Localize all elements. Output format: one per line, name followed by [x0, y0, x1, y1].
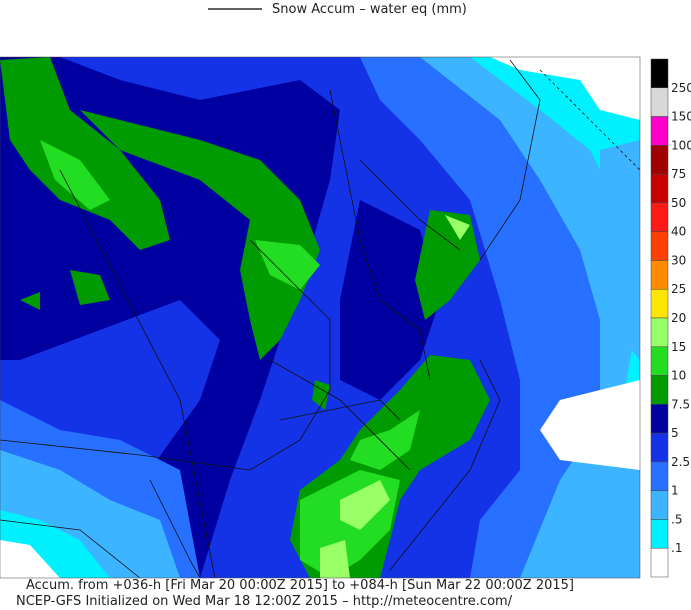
color-swatch — [650, 288, 669, 319]
color-label: 40 — [671, 225, 686, 239]
color-label: 10 — [671, 369, 686, 383]
color-swatch — [650, 87, 669, 117]
color-label: 50 — [671, 196, 686, 210]
color-swatch — [650, 116, 669, 146]
color-scale: 250 150 100 75 50 40 30 25 20 15 10 7.5 5 2.5 1 .5 .1 — [650, 58, 691, 578]
color-label: .1 — [671, 541, 682, 555]
color-label: 15 — [671, 340, 686, 354]
color-label: 7.5 — [671, 397, 690, 411]
color-label: 1 — [671, 484, 679, 498]
color-swatch — [650, 432, 669, 463]
color-label: 100 — [671, 138, 691, 152]
color-swatch — [650, 58, 669, 89]
color-swatch — [650, 317, 669, 348]
color-label: 75 — [671, 167, 686, 181]
color-swatch — [650, 145, 669, 175]
color-label: 150 — [671, 110, 691, 124]
color-swatch — [650, 547, 669, 578]
color-swatch — [650, 404, 669, 434]
color-label: .5 — [671, 512, 682, 526]
color-swatch — [650, 519, 669, 549]
color-swatch — [650, 490, 669, 520]
color-label: 30 — [671, 253, 686, 267]
footer-line: NCEP-GFS Initialized on Wed Mar 18 12:00… — [16, 594, 513, 609]
color-swatch — [650, 461, 669, 491]
color-swatch — [650, 202, 669, 232]
color-swatch — [650, 346, 669, 376]
color-label: 5 — [671, 426, 679, 440]
color-swatch — [650, 173, 669, 204]
title: Snow Accum – water eq (mm) — [272, 2, 467, 17]
map — [0, 56, 641, 579]
color-label: 20 — [671, 311, 686, 325]
color-label: 250 — [671, 81, 691, 95]
color-swatch — [650, 231, 669, 261]
color-swatch — [650, 375, 669, 405]
color-swatch — [650, 260, 669, 290]
color-label: 25 — [671, 282, 686, 296]
footer-line: Accum. from +036-h [Fri Mar 20 00:00Z 20… — [26, 578, 574, 593]
color-label: 2.5 — [671, 455, 690, 469]
